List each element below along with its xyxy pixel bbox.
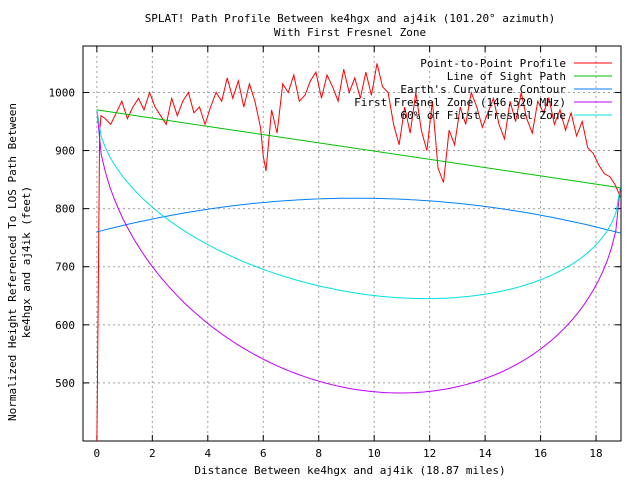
legend-label-1: Line of Sight Path (447, 70, 566, 83)
series-line-1 (96, 109, 621, 189)
legend-label-4: 60% of First Fresnel Zone (400, 109, 566, 122)
x-tick-label: 16 (534, 447, 547, 460)
series-line-0 (96, 63, 621, 442)
y-axis-label-line1: Normalized Height Referenced To LOS Path… (6, 103, 19, 421)
x-tick-label: 18 (589, 447, 602, 460)
x-tick-label: 8 (315, 447, 322, 460)
chart-title-line2: With First Fresnel Zone (274, 26, 426, 39)
x-tick-label: 12 (423, 447, 436, 460)
series-line-4 (96, 109, 621, 300)
y-tick-label: 1000 (49, 86, 76, 99)
plot-border (82, 45, 622, 442)
x-tick-label: 4 (204, 447, 211, 460)
y-tick-label: 500 (55, 377, 75, 390)
y-tick-label: 900 (55, 145, 75, 158)
chart-title-line1: SPLAT! Path Profile Between ke4hgx and a… (145, 12, 556, 25)
y-tick-label: 600 (55, 319, 75, 332)
x-tick-label: 6 (260, 447, 267, 460)
legend-label-2: Earth's Curvature Contour (400, 83, 566, 96)
y-tick-label: 800 (55, 203, 75, 216)
y-tick-label: 700 (55, 261, 75, 274)
x-tick-label: 0 (94, 447, 101, 460)
legend-label-3: First Fresnel Zone (146.520 MHz) (354, 96, 566, 109)
x-tick-label: 10 (368, 447, 381, 460)
series-line-2 (96, 197, 621, 234)
legend-label-0: Point-to-Point Profile (420, 57, 566, 70)
x-axis-label: Distance Between ke4hgx and aj4ik (18.87… (194, 464, 505, 477)
x-tick-label: 2 (149, 447, 156, 460)
x-tick-label: 14 (478, 447, 492, 460)
series-group (96, 63, 621, 442)
axes: 0 2 4 6 8 10 12 14 16 18 500 600 700 800 900 1000 (49, 45, 622, 460)
y-axis-label-line2: ke4hgx and aj4ik (feet) (20, 186, 33, 338)
series-line-3 (96, 109, 621, 394)
